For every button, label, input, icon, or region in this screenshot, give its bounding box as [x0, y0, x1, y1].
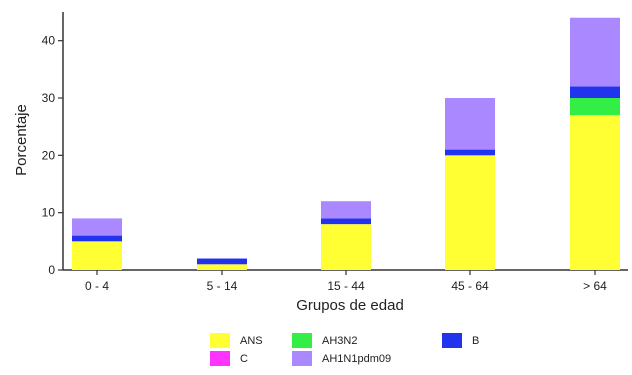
- bar-segment: [570, 17, 620, 87]
- bar-segment: [197, 258, 247, 265]
- bar-segment: [197, 264, 247, 270]
- y-tick-label: 10: [42, 206, 56, 220]
- y-axis-title: Porcentaje: [13, 104, 30, 176]
- bar-segment: [570, 115, 620, 270]
- bar-segment: [72, 235, 122, 242]
- bars-layer: [72, 17, 620, 270]
- legend: ANS AH3N2 B C AH1N1pdm09: [210, 333, 479, 366]
- y-tick-label: 20: [42, 148, 56, 162]
- legend-label: AH1N1pdm09: [322, 353, 391, 365]
- bar-segment: [570, 86, 620, 98]
- x-axis-title: Grupos de edad: [296, 297, 404, 314]
- legend-label: AH3N2: [322, 335, 357, 347]
- legend-swatch: [442, 333, 462, 348]
- x-tick-label: 5 - 14: [207, 279, 238, 293]
- y-tick-label: 40: [42, 34, 56, 48]
- legend-label: B: [472, 335, 479, 347]
- bar-segment: [321, 224, 371, 270]
- legend-label: C: [240, 353, 248, 365]
- bar-segment: [445, 155, 495, 270]
- x-tick-label: 45 - 64: [451, 279, 489, 293]
- legend-swatch: [292, 351, 312, 366]
- bar-segment: [72, 218, 122, 236]
- bar-segment: [321, 218, 371, 225]
- legend-label: ANS: [240, 335, 263, 347]
- bar-segment: [321, 201, 371, 219]
- labels-layer: Porcentaje Grupos de edad: [13, 104, 404, 314]
- y-tick-label: 30: [42, 91, 56, 105]
- legend-swatch: [210, 351, 230, 366]
- x-tick-label: > 64: [583, 279, 607, 293]
- bar-segment: [445, 98, 495, 150]
- axes-layer: 0 10 20 30 40 0 - 4 5 - 14 15 - 44 45 - 64 > 64: [42, 12, 628, 293]
- legend-swatch: [292, 333, 312, 348]
- x-tick-label: 0 - 4: [85, 279, 109, 293]
- bar-segment: [570, 98, 620, 116]
- bar-segment: [72, 241, 122, 270]
- y-tick-label: 0: [48, 263, 55, 277]
- x-tick-label: 15 - 44: [327, 279, 365, 293]
- legend-swatch: [210, 333, 230, 348]
- bar-segment: [445, 149, 495, 156]
